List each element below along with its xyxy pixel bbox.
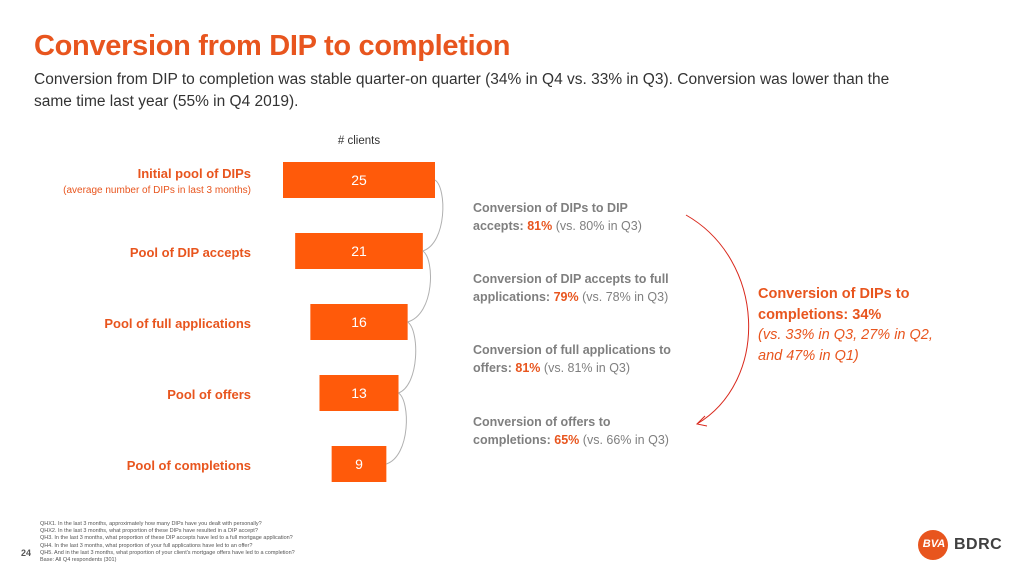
funnel-connector bbox=[407, 250, 432, 323]
conversion-line2: offers: bbox=[473, 361, 512, 375]
conversion-line1: Conversion of full applications to bbox=[473, 343, 671, 357]
conversion-line1: Conversion of DIPs to DIP bbox=[473, 201, 628, 215]
funnel-connector bbox=[422, 179, 444, 252]
bar-value-label: 9 bbox=[355, 456, 363, 472]
funnel-bar bbox=[310, 304, 408, 340]
page-subtitle: Conversion from DIP to completion was st… bbox=[34, 71, 890, 110]
overall-conversion: Conversion of DIPs to completions: 34% (… bbox=[758, 284, 988, 366]
overall-line1: Conversion of DIPs to bbox=[758, 286, 910, 302]
footnote: QHX2. In the last 3 months, what proport… bbox=[40, 528, 258, 535]
conversion-comparison: (vs. 81% in Q3) bbox=[543, 361, 631, 375]
bar-value-label: 21 bbox=[351, 243, 367, 259]
conversion-step: Conversion of DIP accepts to full applic… bbox=[473, 270, 693, 306]
overall-line4: and 47% in Q1) bbox=[758, 347, 859, 364]
funnel-bar bbox=[319, 375, 399, 411]
category-label: Pool of completions bbox=[126, 458, 251, 473]
bar-value-label: 16 bbox=[351, 314, 367, 330]
funnel-bar bbox=[331, 446, 387, 482]
footnote: QH5. And in the last 3 months, what prop… bbox=[40, 549, 295, 556]
conversion-step: Conversion of full applications to offer… bbox=[473, 341, 693, 377]
category-label: Initial pool of DIPs bbox=[137, 166, 251, 181]
logo-text: BDRC bbox=[954, 536, 1003, 553]
conversion-line1: Conversion of offers to bbox=[473, 415, 611, 429]
footnote: QHX1. In the last 3 months, approximatel… bbox=[40, 521, 262, 527]
axis-label: # clients bbox=[337, 135, 381, 147]
page-number: 24 bbox=[21, 548, 32, 558]
logo-mark: BVA bbox=[922, 538, 946, 550]
footnote: QH3. In the last 3 months, what proporti… bbox=[40, 535, 293, 542]
overall-line2: completions: 34% bbox=[758, 306, 882, 323]
conversion-pct: 79% bbox=[553, 290, 579, 304]
category-label: Pool of full applications bbox=[104, 316, 251, 331]
conversion-step: Conversion of DIPs to DIP accepts: 81% (… bbox=[473, 199, 693, 235]
overall-bracket bbox=[685, 214, 749, 425]
footnotes: QHX1. In the last 3 months, approximatel… bbox=[40, 521, 295, 564]
overall-line3: (vs. 33% in Q3, 27% in Q2, bbox=[758, 327, 933, 343]
category-label: Pool of offers bbox=[167, 387, 251, 402]
footnote: QH4. In the last 3 months, what proporti… bbox=[40, 542, 253, 549]
category-note: (average number of DIPs in last 3 months… bbox=[63, 185, 251, 196]
conversion-line2: completions: bbox=[473, 433, 551, 447]
bva-bdrc-logo: BVA BDRC bbox=[918, 530, 1010, 560]
conversion-line2: accepts: bbox=[473, 219, 524, 233]
arrow-head-icon bbox=[695, 415, 708, 427]
conversion-pct: 65% bbox=[554, 433, 580, 447]
category-label: Pool of DIP accepts bbox=[129, 245, 251, 260]
conversion-line2: applications: bbox=[473, 290, 551, 304]
funnel-connector bbox=[398, 321, 417, 394]
conversion-line1: Conversion of DIP accepts to full bbox=[473, 272, 669, 286]
conversion-comparison: (vs. 66% in Q3) bbox=[582, 433, 669, 447]
conversion-pct: 81% bbox=[515, 361, 541, 375]
funnel-bar bbox=[283, 162, 435, 198]
logo-circle-icon bbox=[918, 530, 948, 560]
conversion-pct: 81% bbox=[527, 219, 553, 233]
funnel-bar bbox=[295, 233, 423, 269]
page-title: Conversion from DIP to completion bbox=[34, 30, 511, 62]
funnel-connector bbox=[386, 392, 407, 465]
conversion-comparison: (vs. 80% in Q3) bbox=[555, 219, 642, 233]
conversion-comparison: (vs. 78% in Q3) bbox=[582, 290, 669, 304]
bar-value-label: 25 bbox=[351, 172, 367, 188]
bar-value-label: 13 bbox=[351, 385, 367, 401]
conversion-step: Conversion of offers to completions: 65%… bbox=[473, 413, 693, 449]
footnote: Base: All Q4 respondents (301) bbox=[40, 557, 117, 564]
